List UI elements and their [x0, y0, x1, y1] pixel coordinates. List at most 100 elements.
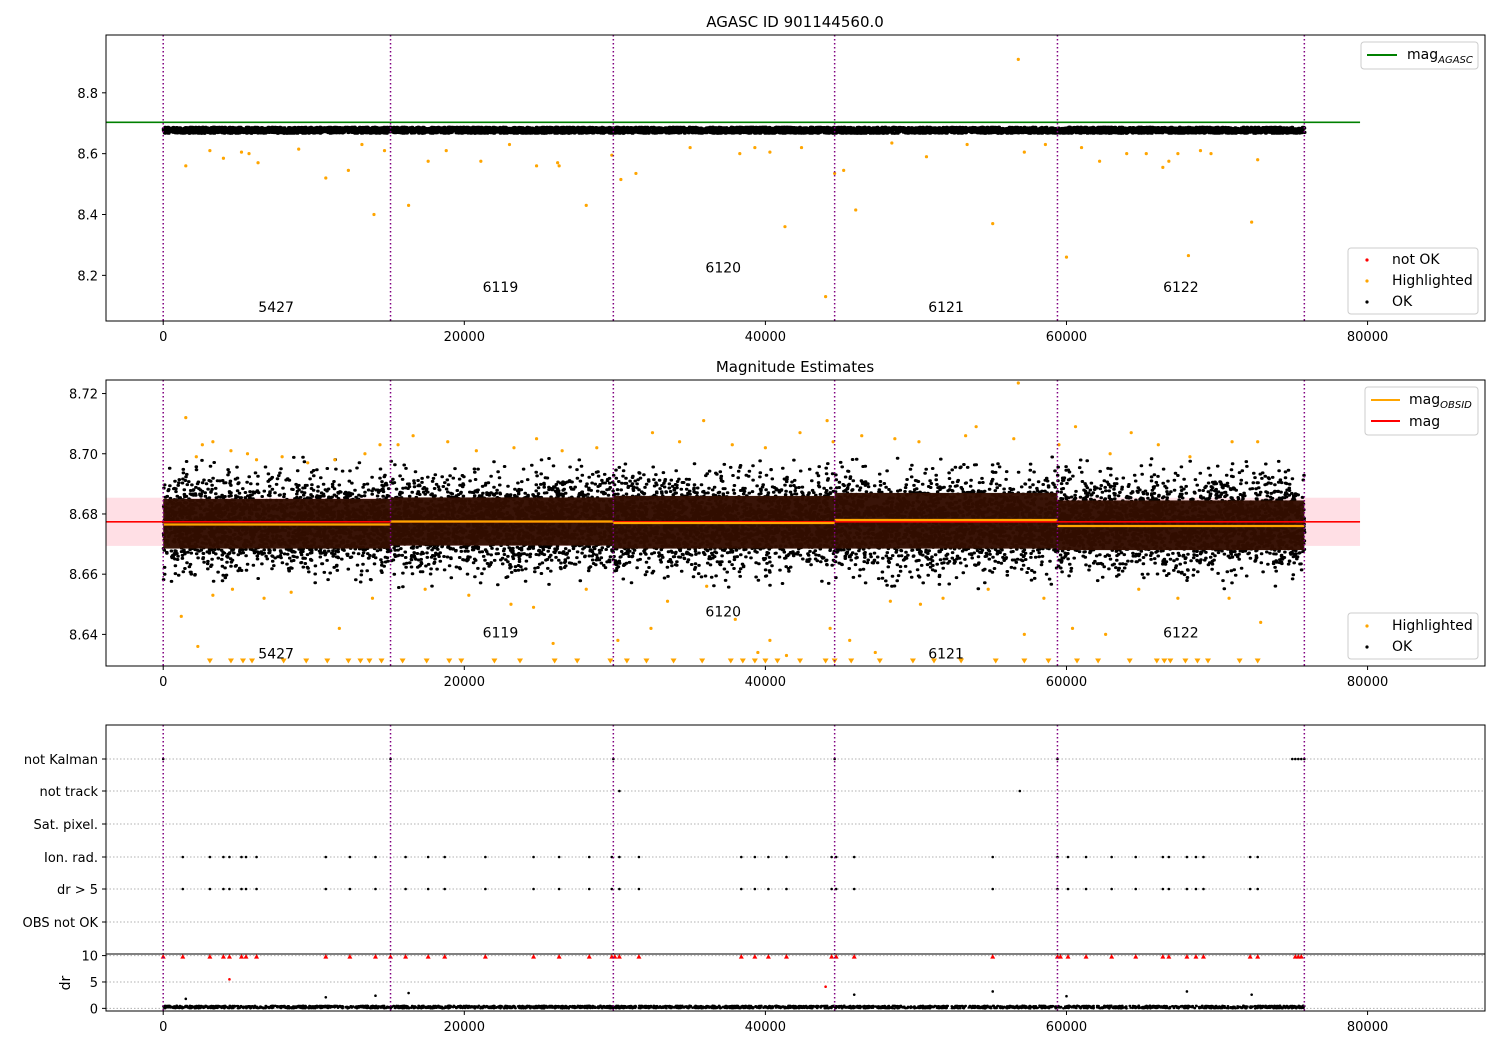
obsid-label: 6120 — [705, 260, 741, 276]
highlighted-point — [179, 614, 183, 618]
flag-point — [255, 855, 258, 859]
highlighted-point — [1129, 431, 1133, 435]
legend-mag-agasc-label: mag — [1407, 47, 1438, 63]
flag-point — [587, 855, 591, 859]
highlighted-point — [756, 650, 760, 655]
highlighted-point — [1064, 255, 1069, 259]
highlighted-point — [512, 446, 516, 450]
highlighted-point — [1043, 142, 1048, 147]
flag-point — [618, 789, 621, 793]
clipped-low-marker — [670, 658, 677, 664]
legend-highlighted-label: Highlighted — [1392, 273, 1473, 289]
x-tick-label: 60000 — [1046, 330, 1087, 345]
clipped-low-marker — [280, 658, 287, 664]
dr-clipped-marker — [1133, 954, 1139, 959]
dr-clipped-marker — [586, 954, 592, 959]
legend-ok-label-2: OK — [1392, 639, 1413, 655]
y-tick-label: 8.68 — [69, 508, 98, 523]
y-tick-label: 8.8 — [77, 87, 98, 102]
dr-clipped-marker — [1193, 954, 1199, 959]
highlighted-point — [363, 452, 367, 456]
highlighted-point — [370, 596, 375, 600]
flag-point — [1167, 887, 1171, 891]
highlighted-point — [860, 434, 864, 438]
highlighted-point — [446, 440, 450, 444]
flag-point — [991, 855, 995, 859]
highlighted-point — [1156, 443, 1160, 447]
highlighted-point — [1256, 158, 1260, 162]
obsid-label: 6122 — [1163, 625, 1199, 641]
dr-clipped-marker — [1160, 954, 1166, 959]
clipped-low-marker — [739, 658, 746, 664]
flag-point — [852, 887, 856, 891]
legend-highlighted-marker — [1365, 279, 1369, 283]
highlighted-point — [784, 653, 789, 658]
dr-clipped-marker — [851, 954, 857, 959]
clipped-low-marker — [324, 658, 331, 664]
highlighted-point — [917, 440, 921, 444]
highlighted-point — [1125, 152, 1129, 156]
dr-clipped-marker — [1109, 954, 1115, 959]
flag-point — [443, 855, 447, 859]
highlighted-point — [1016, 381, 1020, 385]
x-tick-label: 40000 — [745, 1020, 786, 1035]
panel-flags-axes: not Kalman not track Sat. pixel. Ion. rad. d… — [23, 753, 1389, 1035]
dr-clipped-marker — [425, 954, 431, 959]
highlighted-point — [444, 149, 448, 153]
highlighted-point — [873, 650, 877, 655]
panel-agasc-obsid-labels: 5427 6119 6120 6121 6122 — [258, 260, 1198, 316]
clipped-low-marker — [1161, 658, 1168, 664]
highlighted-point — [509, 602, 513, 606]
highlighted-point — [1108, 452, 1112, 456]
clipped-low-marker — [1045, 658, 1052, 664]
highlighted-point — [1012, 437, 1016, 441]
clipped-low-marker — [446, 658, 453, 664]
flag-point — [740, 855, 743, 859]
flag-point — [1161, 855, 1165, 859]
highlighted-point — [1209, 152, 1213, 156]
x-tick-label: 60000 — [1046, 1020, 1087, 1035]
flag-point — [740, 887, 743, 891]
legend-highlighted-marker-2 — [1365, 624, 1369, 628]
highlighted-point — [289, 590, 293, 594]
y-tick-label: 8.70 — [69, 448, 98, 463]
panel-magnitude-legend-lines: magOBSID mag — [1364, 386, 1479, 436]
dr-clipped-marker — [1247, 954, 1253, 959]
dr-point — [407, 991, 410, 995]
highlighted-point — [595, 446, 599, 450]
highlighted-point — [1070, 626, 1075, 630]
dr-clipped-marker — [372, 954, 378, 959]
dr-clipped-marker — [226, 954, 232, 959]
clipped-low-marker — [1074, 658, 1081, 664]
legend-mag-obsid-label: mag — [1409, 392, 1440, 408]
clipped-low-marker — [1254, 658, 1261, 664]
flag-point — [1300, 757, 1303, 761]
y-tick-label: 8.66 — [69, 568, 98, 583]
x-tick-label: 20000 — [444, 330, 485, 345]
dr-clipped-marker — [220, 954, 226, 959]
clipped-low-marker — [357, 658, 364, 664]
dr-clipped-marker — [347, 954, 353, 959]
highlighted-point — [918, 602, 923, 606]
legend-mag-label: mag — [1409, 414, 1440, 430]
highlighted-point — [688, 145, 692, 150]
flag-point — [208, 855, 212, 859]
highlighted-point — [1042, 596, 1046, 600]
highlighted-point — [474, 449, 478, 453]
dr-clipped-marker — [1255, 954, 1261, 959]
clipped-low-marker — [992, 658, 999, 664]
dr-clipped-marker — [990, 954, 996, 959]
clipped-low-marker — [797, 658, 804, 664]
clipped-low-marker — [378, 658, 385, 664]
clipped-low-marker — [517, 658, 524, 664]
flag-point — [785, 855, 788, 859]
flag-point — [181, 855, 185, 859]
flag-point — [834, 887, 838, 891]
clipped-low-marker — [227, 658, 234, 664]
flag-point — [767, 887, 770, 891]
legend-mag-obsid-sub: OBSID — [1440, 400, 1472, 411]
flag-point — [222, 855, 225, 859]
highlighted-point — [208, 149, 212, 153]
highlighted-point — [1230, 440, 1234, 444]
highlighted-point — [619, 177, 623, 182]
